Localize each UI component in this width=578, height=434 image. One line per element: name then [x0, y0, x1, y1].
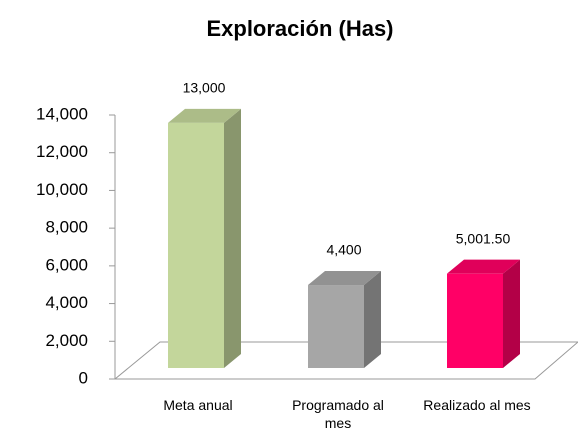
bar-side	[364, 271, 381, 368]
value-label: 4,400	[326, 242, 361, 258]
value-label: 13,000	[183, 80, 226, 96]
y-tick-label: 2,000	[45, 331, 88, 350]
bar	[308, 285, 364, 368]
y-tick-label: 6,000	[45, 255, 88, 274]
bar-top	[308, 271, 381, 286]
y-tick-label: 14,000	[36, 104, 88, 123]
y-tick-label: 0	[79, 368, 88, 387]
bar	[447, 273, 503, 368]
y-tick-label: 12,000	[36, 142, 88, 161]
chart-title: Exploración (Has)	[206, 16, 393, 41]
x-tick-label: Programado al mes	[292, 397, 384, 431]
bar-side	[503, 259, 520, 368]
y-tick-label: 10,000	[36, 180, 88, 199]
floor	[113, 341, 578, 380]
bar-top	[168, 108, 241, 123]
y-tick-label: 4,000	[45, 293, 88, 312]
bar-side	[224, 108, 241, 368]
bar-top	[447, 259, 520, 274]
value-label: 5,001.50	[456, 230, 511, 246]
x-tick-label: Realizado al mes	[423, 397, 531, 413]
x-tick-label: Meta anual	[163, 397, 233, 413]
y-tick-label: 8,000	[45, 218, 88, 237]
bar	[168, 122, 224, 368]
